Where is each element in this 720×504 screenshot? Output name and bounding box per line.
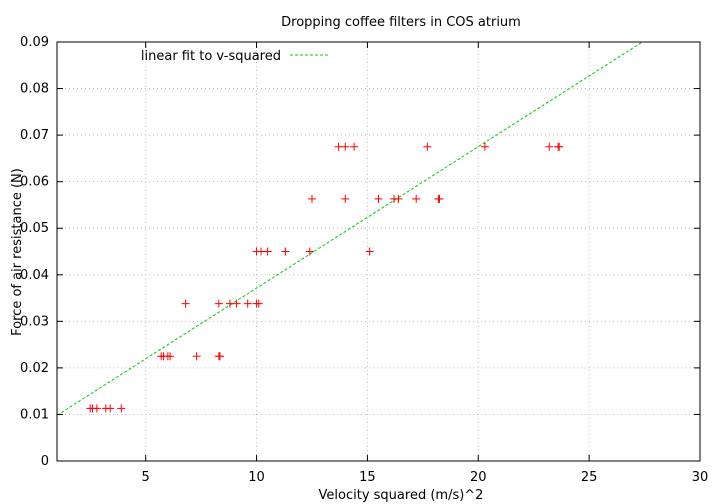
data-point (412, 194, 421, 203)
legend: linear fit to v-squared (141, 49, 330, 64)
data-point (350, 142, 359, 151)
data-point (214, 299, 223, 308)
data-point (181, 299, 190, 308)
data-point (555, 142, 564, 151)
data-point (365, 247, 374, 256)
data-point (394, 194, 403, 203)
data-points (86, 142, 564, 413)
x-tick-label: 15 (359, 470, 376, 485)
grid (57, 42, 700, 461)
data-point (307, 194, 316, 203)
x-tick-label: 10 (248, 470, 265, 485)
y-tick-label: 0.04 (20, 268, 49, 283)
data-point (243, 299, 252, 308)
fit-line (56, 41, 643, 416)
y-tick-label: 0.09 (20, 35, 49, 50)
y-tick-label: 0.06 (20, 175, 49, 190)
data-point (254, 299, 263, 308)
y-tick-label: 0.07 (20, 128, 49, 143)
legend-label: linear fit to v-squared (141, 49, 281, 64)
data-point (545, 142, 554, 151)
y-tick-label: 0.05 (20, 221, 49, 236)
fit-line-layer (56, 41, 643, 416)
y-tick-label: 0.01 (20, 407, 49, 422)
data-point (263, 247, 272, 256)
data-point (281, 247, 290, 256)
data-point (215, 352, 224, 361)
axis-ticks: 5 10 15 20 25 30 0 0.01 0.02 0.03 0.04 0.05 0.06 0.07… (20, 35, 708, 485)
plot-frame (56, 41, 701, 462)
data-point (423, 142, 432, 151)
x-tick-label: 5 (142, 470, 150, 485)
data-point (374, 194, 383, 203)
x-tick-label: 25 (581, 470, 598, 485)
x-tick-label: 30 (692, 470, 709, 485)
y-tick-label: 0.03 (20, 314, 49, 329)
x-axis-label: Velocity squared (m/s)^2 (319, 488, 484, 503)
data-point (305, 247, 314, 256)
data-point (435, 194, 444, 203)
y-axis-label: Force of air resistance (N) (10, 168, 25, 336)
data-point (232, 299, 241, 308)
data-point (92, 404, 101, 413)
data-point (341, 142, 350, 151)
y-tick-label: 0 (41, 454, 49, 469)
y-tick-label: 0.08 (20, 82, 49, 97)
y-tick-label: 0.02 (20, 361, 49, 376)
data-point (480, 142, 489, 151)
x-tick-label: 20 (470, 470, 487, 485)
data-point (166, 352, 175, 361)
chart-title: Dropping coffee filters in COS atrium (281, 15, 521, 30)
data-point (341, 194, 350, 203)
data-point (106, 404, 115, 413)
data-point (192, 352, 201, 361)
data-point (117, 404, 126, 413)
